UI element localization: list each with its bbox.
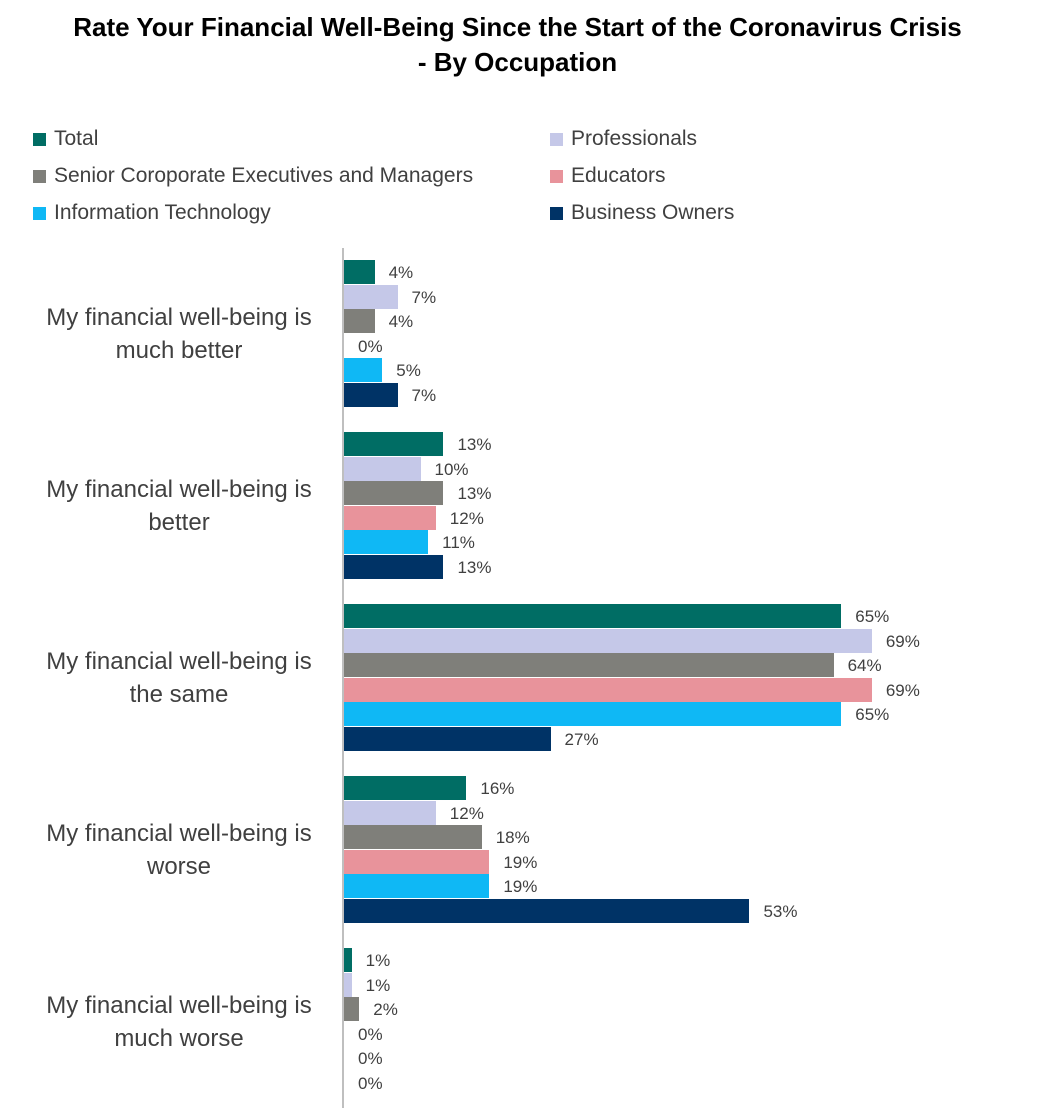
bar [344,898,750,923]
legend-item: Professionals [550,126,697,152]
category-label: My financial well-being is worse [46,819,312,880]
data-label: 19% [503,852,538,872]
data-label: 5% [396,361,421,380]
data-label: 7% [411,385,437,405]
bar [344,800,436,825]
data-label: 0% [358,336,383,356]
data-label: 10% [434,459,469,479]
bar [344,874,490,898]
legend-label: Educators [571,164,666,187]
data-label: 27% [564,729,599,749]
legend: Total Professionals Senior Coroporate Exec… [0,0,1037,240]
category-label: My financial well-being is better [46,475,312,536]
bar [344,677,872,702]
bar [344,382,398,407]
bar [344,604,842,628]
category-label: My financial well-being is much better [46,303,312,364]
legend-item: Total [33,126,98,152]
bar [344,628,872,653]
data-label: 12% [449,803,484,823]
data-label: 18% [495,828,530,847]
legend-label: Professionals [571,127,698,150]
bar [344,997,360,1021]
legend-label: Business Owners [571,201,735,224]
data-label: 64% [847,656,882,675]
data-label: 0% [358,1024,383,1044]
data-label: 13% [457,435,492,454]
data-label: 0% [358,1073,383,1093]
bar [344,505,436,530]
legend-swatch [550,206,563,220]
data-label: 53% [763,901,798,921]
data-label: 4% [388,312,414,331]
data-label: 2% [373,1000,398,1019]
bar [344,358,383,382]
bar [344,972,352,997]
bar [344,726,551,751]
bar [344,948,352,972]
bar [344,284,398,309]
legend-label: Total [54,127,99,150]
data-label: 4% [388,263,414,282]
legend-item: Educators [550,163,666,189]
data-label: 65% [855,607,890,626]
category-label: My financial well-being is the same [46,647,312,708]
bar [344,309,375,333]
bar [344,554,444,579]
bar [344,481,444,505]
bar [344,260,375,284]
legend-item: Senior Coroporate Executives and Manager… [33,163,473,189]
data-label: 65% [855,705,890,724]
chart-title: Rate Your Financial Well-Being Since the… [73,12,962,77]
category-label: My financial well-being is much worse [46,991,312,1052]
bar [344,702,842,726]
legend-item: Information Technology [33,200,271,226]
data-label: 0% [358,1049,383,1068]
legend-swatch [33,206,46,220]
legend-label: Senior Coroporate Executives and Manager… [54,164,474,187]
data-label: 12% [449,508,484,528]
legend-swatch [33,169,46,183]
bar [344,849,490,874]
legend-swatch [33,132,46,146]
data-label: 7% [411,287,437,307]
data-label: 69% [885,631,920,651]
data-label: 19% [503,877,538,896]
data-label: 13% [457,557,492,577]
data-label: 1% [365,975,391,995]
bar [344,456,421,481]
data-label: 1% [365,951,391,970]
data-label: 69% [885,680,920,700]
bar [344,825,482,849]
legend-swatch [550,169,563,183]
bar [344,653,834,677]
data-label: 11% [442,533,475,552]
bar [344,432,444,456]
data-label: 16% [480,779,515,798]
legend-item: Business Owners [550,200,734,226]
legend-swatch [550,132,563,146]
bar [344,776,467,800]
data-label: 13% [457,484,492,503]
bar [344,530,429,554]
category-axis-line [342,248,344,1108]
legend-label: Information Technology [54,201,271,224]
